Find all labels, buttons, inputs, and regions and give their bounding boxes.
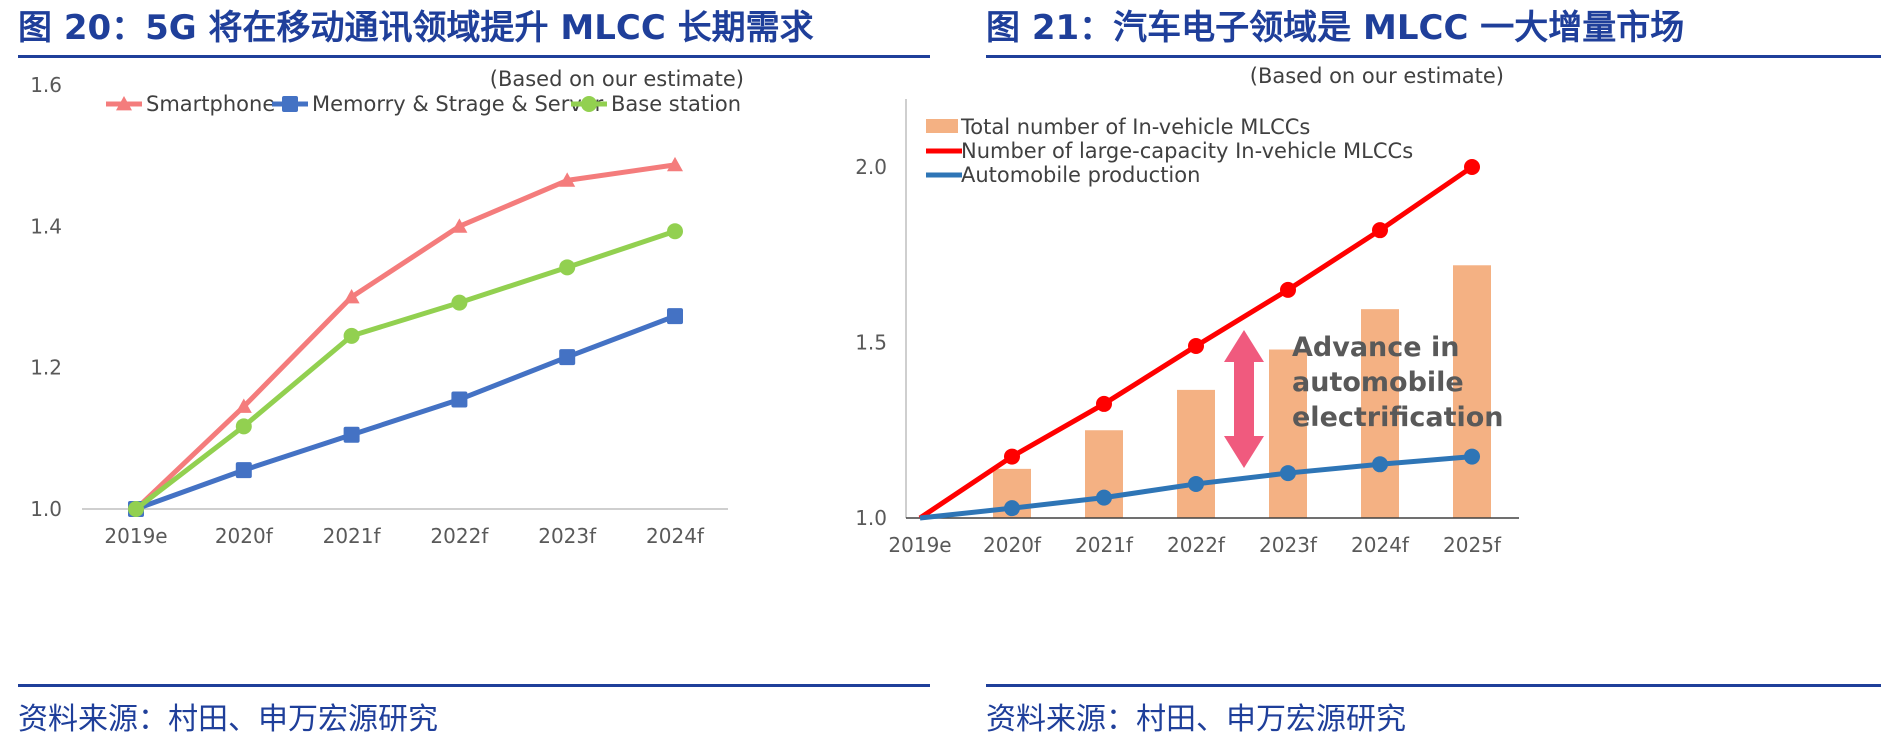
figure-20-panel: 图 20：5G 将在移动通讯领域提升 MLCC 长期需求 1.0 1.2 1.4 1.… — [0, 0, 940, 741]
annotation-text: automobile — [1292, 367, 1464, 398]
chart-note: (Based on our estimate) — [1250, 64, 1504, 88]
data-point — [235, 418, 252, 435]
series-line — [134, 162, 676, 511]
bar — [1177, 389, 1215, 518]
y-tick-label: 1.0 — [855, 506, 887, 530]
y-tick-label: 1.2 — [30, 356, 62, 380]
data-point — [451, 391, 468, 408]
data-point — [1464, 448, 1480, 465]
data-point — [1372, 456, 1388, 473]
arrow-head-down — [1224, 436, 1264, 468]
data-point — [1004, 500, 1020, 517]
legend-swatch-bar — [926, 119, 958, 133]
bar — [1453, 265, 1491, 518]
x-tick-label: 2022f — [430, 524, 489, 548]
data-point — [1096, 489, 1112, 506]
data-point — [667, 156, 683, 172]
arrow-head-up — [1224, 330, 1264, 362]
annotation-text: electrification — [1292, 402, 1504, 433]
data-point — [667, 223, 683, 240]
y-tick-label: 1.5 — [855, 331, 887, 355]
x-tick-label: 2022f — [1167, 533, 1226, 557]
x-tick-label: 2021f — [323, 524, 382, 548]
legend-label: Total number of In-vehicle MLCCs — [960, 115, 1310, 139]
data-point — [1280, 465, 1296, 482]
series-line — [134, 228, 676, 511]
x-tick-label: 2025f — [1443, 533, 1502, 557]
data-point — [343, 289, 360, 304]
x-tick-label: 2021f — [1075, 533, 1134, 557]
x-tick-label: 2019e — [104, 524, 167, 548]
data-point — [559, 349, 576, 366]
arrow-shaft — [1234, 358, 1254, 440]
y-tick-label: 1.0 — [30, 497, 62, 521]
figure-20-chart: 1.0 1.2 1.4 1.6 2019e 2020f 2021f 2022f 2023f 202… — [30, 67, 744, 548]
figure-21-chart: 1.0 1.5 2.0 2019e 2020f 2021f 2022f 2023f 2024f 2… — [855, 64, 1519, 557]
data-point — [128, 501, 144, 517]
y-tick-label: 2.0 — [855, 155, 887, 179]
chart-note: (Based on our estimate) — [490, 67, 744, 91]
data-point — [667, 308, 683, 325]
legend-swatch-marker — [116, 96, 132, 111]
figure-20-title-rule — [18, 55, 930, 58]
legend-label: Number of large-capacity In-vehicle MLCC… — [961, 139, 1413, 163]
figure-20-source: 资料来源：村田、申万宏源研究 — [18, 702, 438, 737]
y-tick-label: 1.4 — [30, 214, 62, 238]
x-tick-label: 2023f — [1259, 533, 1318, 557]
legend-label: Memorry & Strage & Server — [312, 92, 604, 116]
figure-21-title: 图 21：汽车电子领域是 MLCC 一大增量市场 — [986, 8, 1685, 48]
data-point — [1096, 395, 1112, 412]
data-point — [343, 327, 360, 344]
legend-swatch-marker — [581, 96, 597, 112]
figure-20-source-rule — [18, 684, 930, 687]
figure-21-source: 资料来源：村田、申万宏源研究 — [986, 702, 1406, 737]
bar — [1269, 349, 1307, 518]
data-point — [451, 294, 468, 311]
x-tick-label: 2020f — [983, 533, 1042, 557]
data-point — [1188, 338, 1204, 355]
figure-21-title-rule — [986, 55, 1881, 58]
legend-swatch-marker — [282, 96, 298, 112]
x-tick-label: 2020f — [215, 524, 274, 548]
series-line — [135, 313, 676, 512]
data-point — [1004, 448, 1020, 465]
data-point — [559, 172, 576, 187]
figure-20-title: 图 20：5G 将在移动通讯领域提升 MLCC 长期需求 — [18, 8, 814, 48]
data-point — [1464, 159, 1480, 175]
bar — [1361, 309, 1399, 518]
legend-label: Base station — [611, 92, 741, 116]
data-point — [1188, 475, 1204, 492]
data-point — [343, 426, 360, 443]
figure-21-source-rule — [986, 684, 1881, 687]
x-tick-label: 2024f — [646, 524, 705, 548]
x-tick-label: 2019e — [888, 533, 951, 557]
legend-label: Smartphone — [146, 92, 275, 116]
data-point — [559, 259, 576, 276]
data-point — [1372, 222, 1388, 239]
data-point — [451, 218, 468, 233]
legend-label: Automobile production — [961, 163, 1200, 187]
x-tick-label: 2024f — [1351, 533, 1410, 557]
annotation-text: Advance in — [1292, 332, 1459, 363]
data-point — [235, 462, 252, 479]
data-point — [235, 398, 252, 413]
x-tick-label: 2023f — [538, 524, 597, 548]
data-point — [1280, 281, 1296, 298]
y-tick-label: 1.6 — [30, 73, 62, 97]
figure-21-panel: 图 21：汽车电子领域是 MLCC 一大增量市场 1.0 1.5 2.0 2019e 2… — [855, 0, 1891, 741]
